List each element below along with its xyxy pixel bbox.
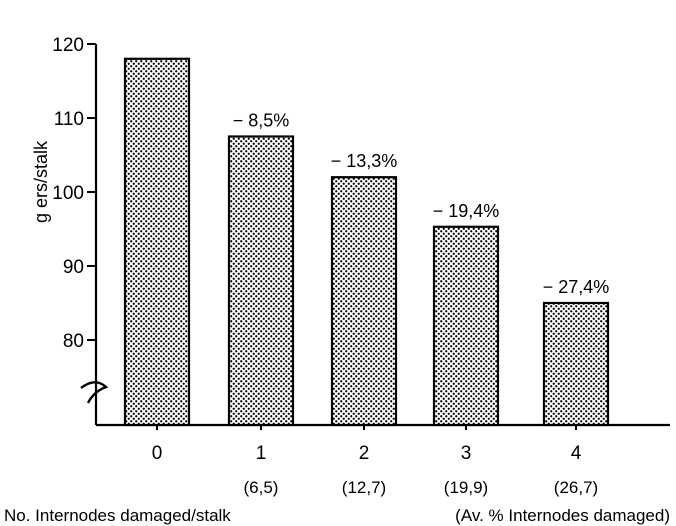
x-tick-sublabel: (6,5) bbox=[244, 478, 279, 497]
y-tick-label: 120 bbox=[52, 35, 84, 56]
bar bbox=[432, 225, 500, 427]
x-tick-sublabel: (26,7) bbox=[554, 478, 598, 497]
x-tick-sublabel: (12,7) bbox=[342, 478, 386, 497]
data-labels: − 8,5% − 13,3% − 19,4% − 27,4% bbox=[233, 111, 610, 298]
y-tick-label: 110 bbox=[54, 109, 84, 130]
bar-data-label: − 27,4% bbox=[543, 277, 610, 297]
bar bbox=[330, 176, 398, 427]
bar-data-label: − 19,4% bbox=[433, 201, 500, 221]
x-axis-label-right: (Av. % Internodes damaged) bbox=[455, 506, 670, 525]
x-tick-label: 4 bbox=[571, 443, 582, 464]
y-ticks: 80 90 100 110 120 bbox=[52, 35, 96, 352]
x-tick-label: 2 bbox=[359, 443, 370, 464]
bar-data-label: − 8,5% bbox=[233, 111, 290, 131]
y-tick-label: 80 bbox=[63, 331, 84, 352]
x-tick-sublabel: (19,9) bbox=[444, 478, 488, 497]
bar-data-label: − 13,3% bbox=[331, 151, 398, 171]
x-labels: 0 1 (6,5) 2 (12,7) 3 (19,9) 4 (26,7) bbox=[152, 425, 598, 497]
y-axis-label: g ers/stalk bbox=[31, 140, 51, 223]
y-tick-label: 90 bbox=[63, 257, 84, 278]
bars bbox=[123, 57, 610, 427]
x-tick-label: 1 bbox=[256, 443, 267, 464]
bar bbox=[542, 301, 610, 427]
x-tick-label: 0 bbox=[152, 443, 163, 464]
y-tick-label: 100 bbox=[52, 183, 84, 204]
bar bbox=[123, 57, 191, 427]
x-axis-label-left: No. Internodes damaged/stalk bbox=[4, 506, 231, 525]
x-tick-label: 3 bbox=[461, 443, 472, 464]
axis-break-mark bbox=[80, 381, 109, 404]
bar bbox=[227, 135, 295, 427]
